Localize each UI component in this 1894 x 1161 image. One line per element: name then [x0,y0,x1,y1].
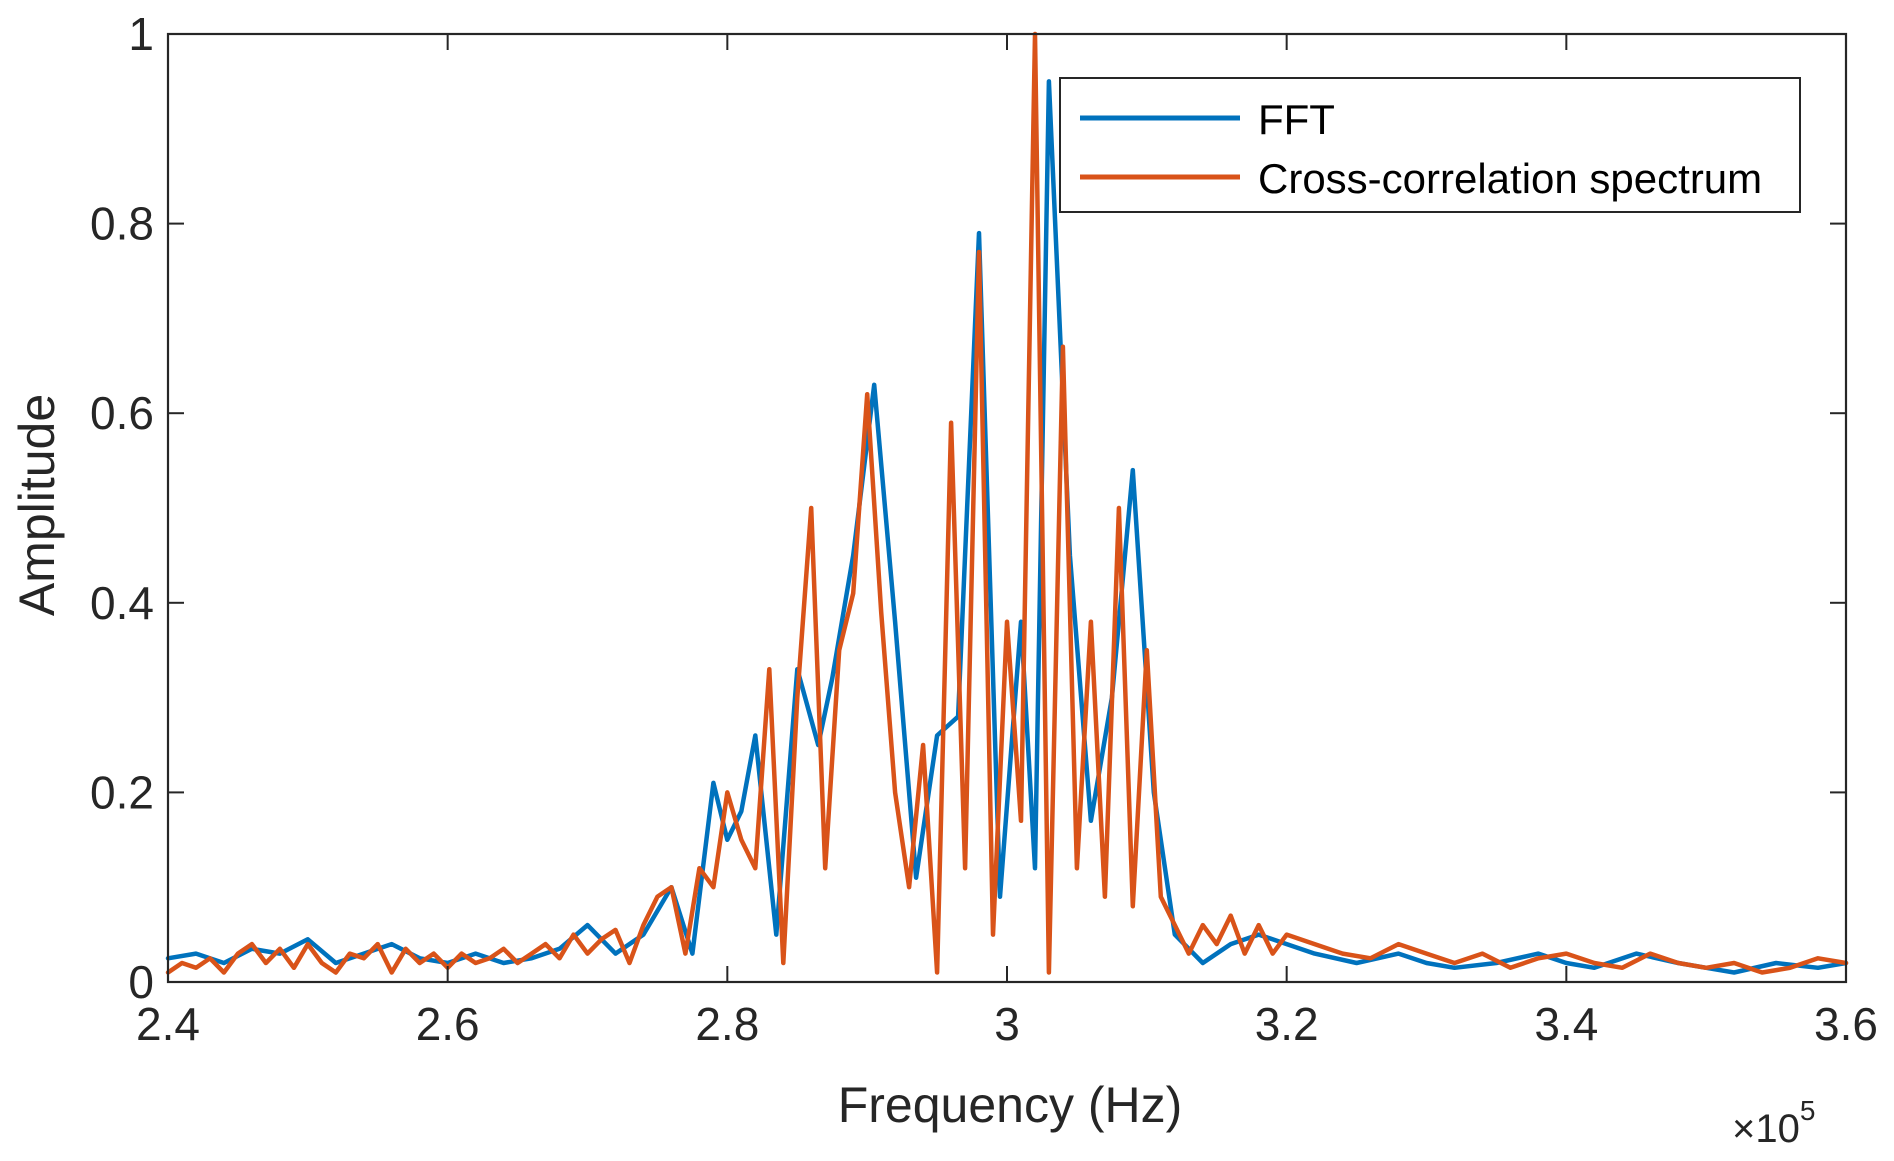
y-tick-label: 0.2 [90,766,154,818]
x-axis-multiplier-base: ×10 [1732,1107,1800,1151]
x-axis-multiplier: ×105 [1732,1095,1815,1151]
x-tick-label: 3.6 [1814,998,1878,1050]
x-axis-multiplier-exponent: 5 [1800,1095,1816,1126]
legend: FFT Cross-correlation spectrum [1059,77,1801,213]
y-axis-title: Amplitude [9,394,65,616]
legend-label-fft: FFT [1258,96,1335,143]
x-tick-label: 2.6 [416,998,480,1050]
y-tick-label: 0.4 [90,577,154,629]
legend-box [1059,77,1801,213]
x-tick-label: 3.2 [1255,998,1319,1050]
plot-area: 2.4 2.6 2.8 3 3.2 3.4 3.6 0 0.2 0.4 0.6 0.8 1 [90,8,1878,1050]
legend-label-cross-correlation: Cross-correlation spectrum [1258,155,1762,202]
x-tick-label: 3.4 [1534,998,1598,1050]
series-line-cross-correlation [165,31,1849,975]
series-group [165,31,1849,975]
x-tick-label: 3 [994,998,1020,1050]
y-tick-label: 0.6 [90,387,154,439]
x-tick-label: 2.4 [136,998,200,1050]
y-tick-label: 1 [128,8,154,60]
x-axis-title: Frequency (Hz) [838,1077,1183,1133]
y-tick-label: 0.8 [90,198,154,250]
x-tick-label: 2.8 [695,998,759,1050]
y-tick-label: 0 [128,956,154,1008]
